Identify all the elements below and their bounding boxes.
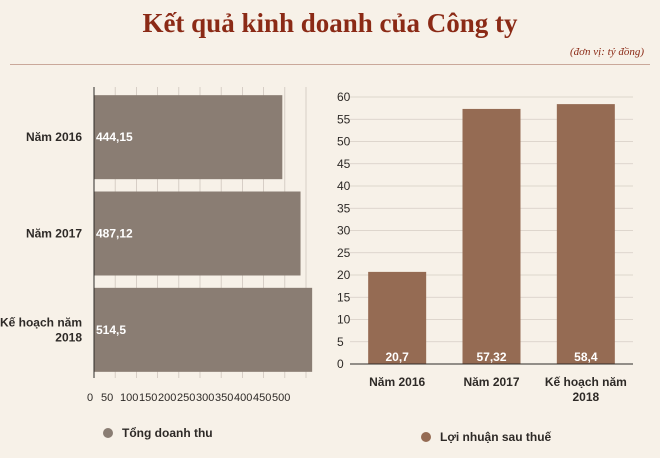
profit-category-label-0: Năm 2016 <box>369 375 425 389</box>
v-tick-label-3: 15 <box>337 290 351 304</box>
legend-profit-label: Lợi nhuận sau thuế <box>440 430 552 444</box>
v-tick-label-10: 50 <box>337 135 351 149</box>
title-divider <box>10 64 650 65</box>
profit-data-label-0: 20,7 <box>385 350 409 364</box>
v-tick-label-9: 45 <box>337 157 351 171</box>
h-tick-label-7: 350 <box>215 392 233 404</box>
v-tick-label-6: 30 <box>337 224 351 238</box>
chart-title: Kết quả kinh doanh của Công ty <box>142 8 518 38</box>
v-tick-label-11: 55 <box>337 112 351 126</box>
revenue-bar-1 <box>94 191 301 276</box>
profit-data-label-1: 57,32 <box>476 350 506 364</box>
revenue-category-label-0: Năm 2016 <box>26 130 82 144</box>
profit-bar-0 <box>368 271 427 364</box>
legend-revenue: Tổng doanh thu <box>103 426 213 440</box>
profit-data-label-2: 58,4 <box>574 350 598 364</box>
h-tick-label-9: 450 <box>253 392 271 404</box>
revenue-bar-2 <box>94 287 313 372</box>
profit-category-label-2: Kế hoạch năm 2018 <box>545 375 627 404</box>
revenue-data-label-2: 514,5 <box>96 323 126 337</box>
h-tick-label-4: 200 <box>158 392 176 404</box>
revenue-data-label-0: 444,15 <box>96 130 133 144</box>
v-tick-label-1: 5 <box>337 335 344 349</box>
profit-bar-1 <box>462 108 521 365</box>
h-tick-label-6: 300 <box>196 392 214 404</box>
legend-revenue-label: Tổng doanh thu <box>122 426 213 440</box>
h-tick-label-0: 0 <box>87 392 93 404</box>
v-tick-label-0: 0 <box>337 357 344 371</box>
h-tick-label-3: 150 <box>139 392 157 404</box>
unit-note: (đơn vị: tỷ đồng) <box>570 46 644 58</box>
legend-profit: Lợi nhuận sau thuế <box>421 430 551 444</box>
v-tick-label-8: 40 <box>337 179 351 193</box>
h-tick-label-10: 500 <box>272 392 290 404</box>
profit-category-label-1: Năm 2017 <box>463 375 519 389</box>
v-tick-label-7: 35 <box>337 201 351 215</box>
v-tick-label-4: 20 <box>337 268 351 282</box>
v-tick-label-5: 25 <box>337 246 351 260</box>
legend-profit-swatch <box>421 432 431 442</box>
h-tick-label-5: 250 <box>177 392 195 404</box>
legend-revenue-swatch <box>103 428 113 438</box>
profit-bar-2 <box>556 104 615 365</box>
h-tick-label-1: 50 <box>101 392 113 404</box>
revenue-category-label-2: Kế hoạch năm 2018 <box>0 315 82 344</box>
revenue-bar-0 <box>94 95 283 180</box>
h-tick-label-2: 100 <box>120 392 138 404</box>
h-tick-label-8: 400 <box>234 392 252 404</box>
v-tick-label-12: 60 <box>337 90 351 104</box>
revenue-data-label-1: 487,12 <box>96 227 133 241</box>
v-tick-label-2: 10 <box>337 313 351 327</box>
revenue-category-label-1: Năm 2017 <box>26 227 82 241</box>
